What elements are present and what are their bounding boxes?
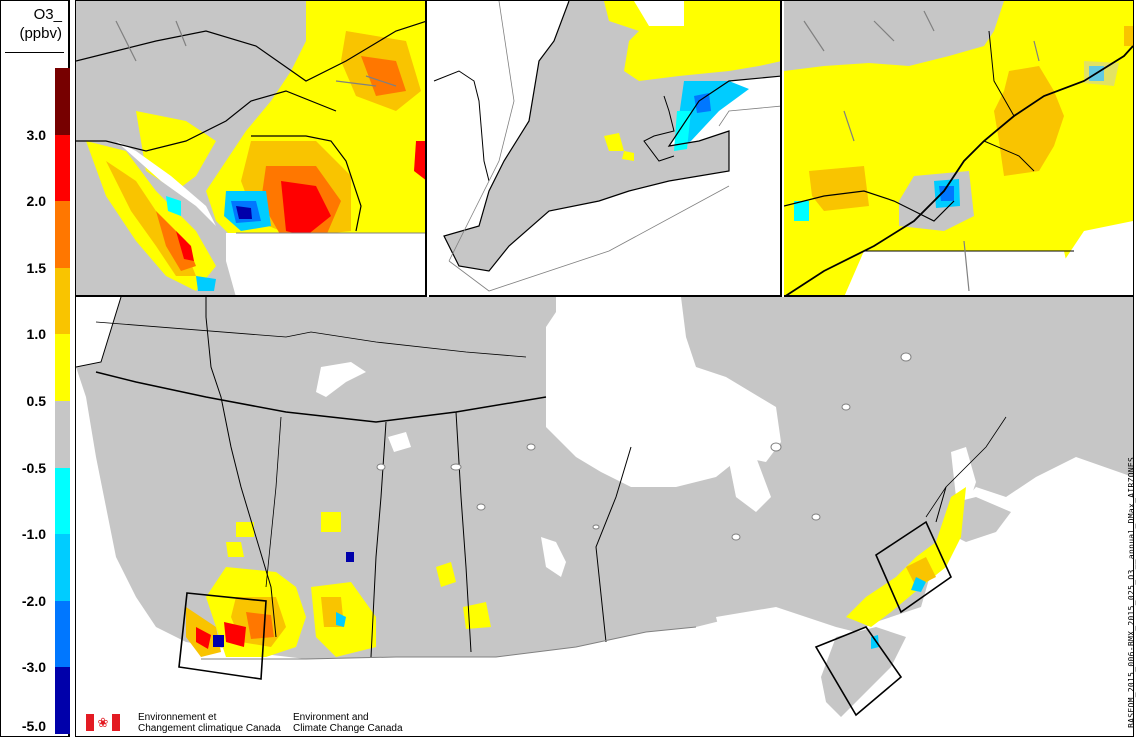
colorbar-segment (55, 534, 70, 602)
inset-southern-ontario-map (429, 1, 780, 295)
colorbar-tick-label: -3.0 (21, 659, 46, 676)
colorbar-segment (55, 267, 70, 335)
colorbar-segment (55, 467, 70, 535)
legend-divider (5, 52, 64, 53)
colorbar-segment (55, 401, 70, 469)
inset-southern-bc (76, 1, 427, 297)
colorbar-segment (55, 68, 70, 136)
legend-title: O3_ (ppbv) (19, 5, 62, 43)
zoom-box-quebec (874, 520, 953, 614)
inset-southern-bc-map (76, 1, 425, 295)
colorbar-segment (55, 667, 70, 735)
colorbar-tick-label: 1.5 (26, 259, 46, 276)
colorbar-tick-label: 2.0 (26, 193, 46, 210)
canada-flag-icon: ❀ (86, 714, 120, 731)
colorbar-segment (55, 134, 70, 202)
colorbar-segment (55, 201, 70, 269)
zoom-box-bc (178, 592, 267, 680)
colorbar-tick-label: -1.0 (21, 526, 46, 543)
colorbar-segment (55, 600, 70, 668)
source-label: BASEOM_2015_006-BMX_2015_025_O3__annual_… (1127, 456, 1136, 728)
colorbar-tick-label: 3.0 (26, 126, 46, 143)
legend-title-units: (ppbv) (19, 25, 62, 42)
colorbar-tick-label: -0.5 (21, 459, 46, 476)
inset-southern-ontario (429, 1, 782, 297)
logo-text-english: Environment and Climate Change Canada (293, 712, 403, 734)
inset-southern-quebec-map (784, 1, 1133, 295)
colorbar (55, 68, 70, 735)
main-map-svg (76, 297, 1133, 736)
colorbar-tick-label: -2.0 (21, 592, 46, 609)
colorbar-tick-label: -5.0 (21, 718, 46, 734)
inset-southern-quebec (784, 1, 1133, 297)
colorbar-tick-label: 0.5 (26, 393, 46, 409)
colorbar-tick-label: 1.0 (26, 326, 46, 343)
map-frame (75, 0, 1134, 737)
legend-panel: O3_ (ppbv) 3.0 2.0 1.5 1.0 0.5 -0.5 -1.0 -2.0 -3… (0, 0, 70, 737)
zoom-box-ontario (814, 626, 903, 717)
logo-text-french: Environnement et Changement climatique C… (138, 712, 281, 734)
main-map-canada (76, 297, 1133, 736)
legend-title-variable: O3_ (33, 6, 62, 23)
eccc-logo: ❀ Environnement et Changement climatique… (80, 712, 420, 736)
colorbar-segment (55, 334, 70, 402)
